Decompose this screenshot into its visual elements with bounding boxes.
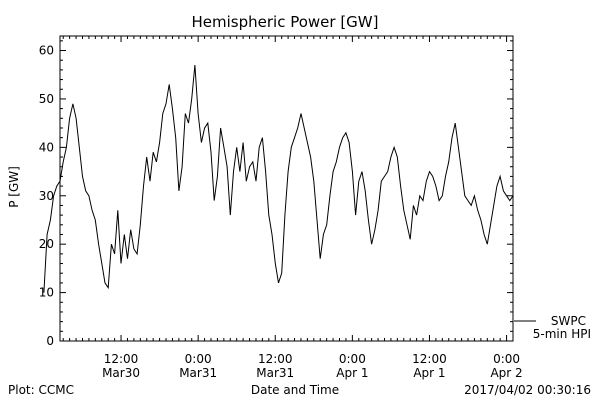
x-tick-date-label: Apr 1 xyxy=(413,366,445,380)
legend-entry-5min-hpi: 5-min HPI xyxy=(533,327,591,341)
y-tick-label: 30 xyxy=(39,189,54,203)
x-tick-date-label: Apr 1 xyxy=(336,366,368,380)
y-tick-label: 60 xyxy=(39,44,54,58)
plot-credit: Plot: CCMC xyxy=(8,383,74,397)
y-axis-label: P [GW] xyxy=(7,166,21,208)
chart-title: Hemispheric Power [GW] xyxy=(192,13,379,31)
plot-timestamp: 2017/04/02 00:30:16 xyxy=(464,383,591,397)
x-tick-date-label: Apr 2 xyxy=(490,366,522,380)
x-tick-time-label: 12:00 xyxy=(258,352,293,366)
y-tick-label: 40 xyxy=(39,140,54,154)
series-line-swpc xyxy=(43,64,514,293)
plot-frame xyxy=(59,35,514,342)
x-tick-time-label: 0:00 xyxy=(493,352,520,366)
y-tick-label: 50 xyxy=(39,92,54,106)
plot-area: 010203040506012:00Mar300:00Mar3112:00Mar… xyxy=(39,35,523,380)
x-tick-date-label: Mar30 xyxy=(102,366,140,380)
x-tick-time-label: 12:00 xyxy=(412,352,447,366)
x-axis-label: Date and Time xyxy=(251,383,339,397)
x-tick-date-label: Mar31 xyxy=(179,366,217,380)
legend: SWPC 5-min HPI xyxy=(514,314,591,341)
x-tick-time-label: 12:00 xyxy=(104,352,139,366)
x-tick-time-label: 0:00 xyxy=(339,352,366,366)
x-tick-time-label: 0:00 xyxy=(185,352,212,366)
y-tick-label: 0 xyxy=(46,334,54,348)
y-tick-label: 10 xyxy=(39,286,54,300)
legend-entry-swpc: SWPC xyxy=(551,314,586,328)
x-tick-date-label: Mar31 xyxy=(256,366,294,380)
